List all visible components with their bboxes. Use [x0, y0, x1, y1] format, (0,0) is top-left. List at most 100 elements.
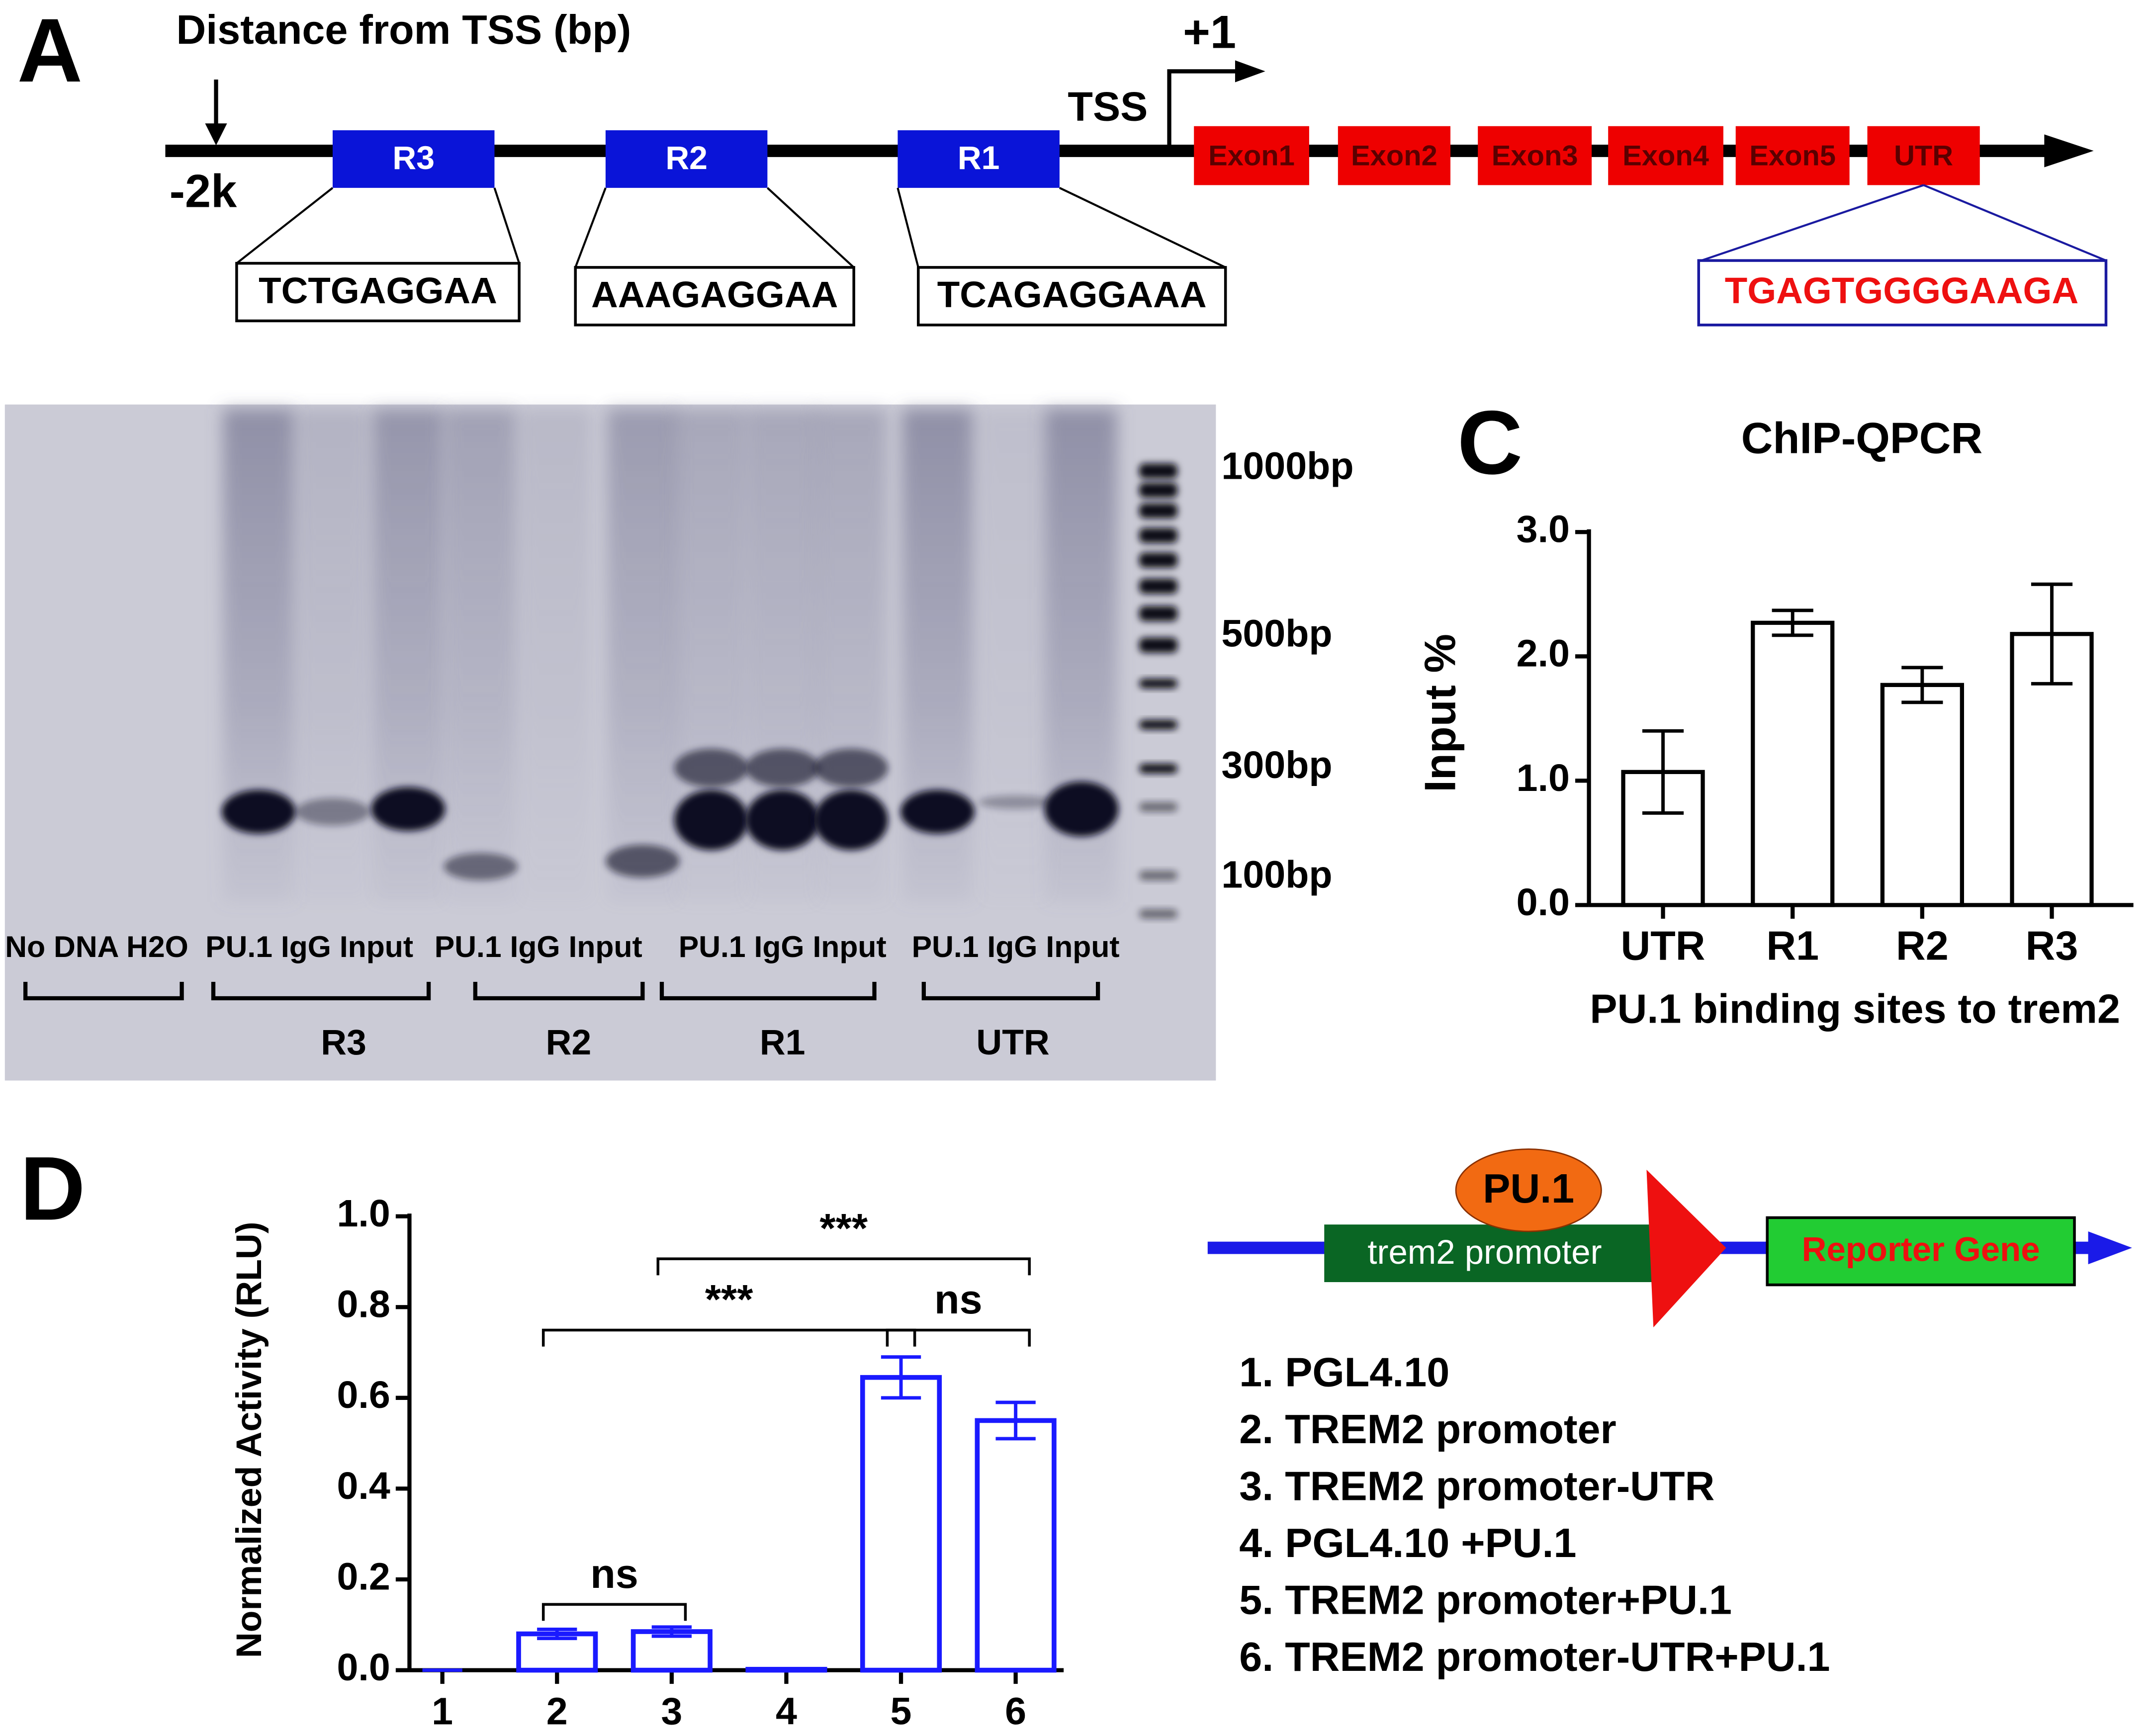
gel-band — [605, 845, 680, 878]
x-tick-label: 6 — [1005, 1690, 1026, 1733]
sequence-box — [917, 266, 1227, 327]
reporter-label: Reporter Gene — [1802, 1230, 2040, 1269]
error-bar — [881, 1355, 921, 1400]
lane-smear — [520, 408, 592, 902]
significance-bracket — [541, 1603, 687, 1621]
error-bar — [995, 1400, 1036, 1441]
gel-band — [295, 798, 370, 826]
exon-box — [1338, 126, 1451, 185]
ladder-band — [1139, 870, 1178, 880]
significance-label: ns — [934, 1276, 983, 1322]
lane-smear — [607, 408, 679, 902]
x-tick-label: 4 — [776, 1690, 797, 1733]
lane-bracket — [921, 981, 1100, 1001]
ladder-band — [1139, 802, 1178, 812]
ladder-band — [1139, 637, 1178, 653]
exon-box — [1867, 126, 1980, 185]
ladder-label: 1000bp — [1221, 445, 1353, 488]
x-tick-label: 5 — [891, 1690, 912, 1733]
region-label: R2 — [665, 140, 708, 176]
x-tick-label: 1 — [432, 1690, 453, 1733]
region-box — [897, 130, 1060, 188]
tss-label: TSS — [1068, 84, 1148, 130]
y-tick-label: 1.0 — [1517, 757, 1570, 799]
x-tick-label: R3 — [2026, 923, 2078, 969]
region-box — [605, 130, 768, 188]
significance-label: *** — [705, 1276, 753, 1322]
bar — [1880, 683, 1964, 907]
exon-box — [1608, 126, 1723, 185]
error-bar — [1642, 729, 1684, 815]
sequence-box — [235, 261, 521, 323]
factor-ellipse — [1455, 1148, 1602, 1232]
gel-band — [745, 789, 820, 851]
connector — [236, 187, 334, 264]
lane-smear — [297, 408, 368, 902]
construct-item: 4. PGL4.10 +PU.1 — [1239, 1520, 1576, 1566]
x-tick-label: UTR — [1621, 923, 1705, 969]
exon-label: UTR — [1894, 140, 1953, 172]
x-axis-label: PU.1 binding sites to trem2 — [1590, 985, 2120, 1032]
exon-label: Exon4 — [1622, 140, 1709, 172]
ladder-label: 100bp — [1221, 854, 1332, 896]
gel-band — [979, 795, 1053, 809]
lane-label: PU.1 IgG Input — [912, 930, 1120, 963]
axis-label: Distance from TSS (bp) — [177, 6, 631, 53]
error-bar — [651, 1625, 692, 1638]
lane-bracket — [659, 981, 877, 1001]
factor-label: PU.1 — [1483, 1165, 1574, 1212]
lane-label: PU.1 IgG Input — [205, 930, 413, 963]
y-tick-label: 0.0 — [337, 1646, 390, 1689]
x-tick-label: 2 — [546, 1690, 568, 1733]
gene-arrow-head — [2044, 134, 2094, 168]
y-tick-label: 0.8 — [337, 1283, 390, 1326]
reporter-box — [1766, 1216, 2076, 1287]
connector — [766, 187, 855, 268]
gel-band — [814, 789, 889, 851]
group-label: UTR — [976, 1023, 1049, 1062]
arrow-head — [205, 123, 227, 146]
sequence-box — [1697, 259, 2108, 327]
utr-sequence: TGAGTGGGGAAGA — [1725, 270, 2079, 311]
promoter-label: trem2 promoter — [1367, 1233, 1602, 1271]
lane-label: No DNA H2O — [5, 930, 188, 963]
significance-label: ns — [590, 1551, 638, 1597]
region-box — [333, 130, 495, 188]
sequence: AAAGAGGAA — [591, 274, 838, 315]
y-tick-label: 2.0 — [1517, 632, 1570, 675]
ladder-label: 500bp — [1221, 612, 1332, 655]
lane-bracket — [23, 981, 184, 1001]
exon-label: Exon5 — [1749, 140, 1836, 172]
region-label: R1 — [958, 140, 1000, 176]
region-label: R3 — [392, 140, 435, 176]
group-label: R1 — [760, 1023, 806, 1062]
chart-title: ChIP-QPCR — [1741, 413, 1982, 462]
lane-label: PU.1 IgG Input — [435, 930, 642, 963]
connector — [574, 187, 607, 268]
panel-label: A — [17, 0, 83, 101]
construct-item: 1. PGL4.10 — [1239, 1349, 1449, 1395]
bar — [860, 1375, 942, 1673]
exon-label: Exon1 — [1208, 140, 1295, 172]
exon-box — [1735, 126, 1850, 185]
gel-band — [1044, 781, 1119, 837]
exon-box — [1194, 126, 1309, 185]
lane-bracket — [473, 981, 645, 1001]
gel-band — [814, 749, 889, 787]
sequence: TCTGAGGAA — [259, 270, 497, 311]
lane-smear — [445, 408, 517, 902]
lane-label: PU.1 IgG Input — [679, 930, 887, 963]
gel-band — [900, 789, 975, 834]
arrow-triangle — [1646, 1169, 1726, 1328]
group-label: R2 — [546, 1023, 592, 1062]
connector — [1923, 184, 2107, 261]
vector-arrow-head — [2088, 1231, 2132, 1265]
y-tick-label: 0.4 — [337, 1465, 390, 1507]
ladder-band — [1139, 482, 1178, 498]
connector — [897, 187, 919, 268]
x-tick-label: 3 — [661, 1690, 682, 1733]
error-bar — [1901, 666, 1943, 704]
gel-band — [674, 749, 748, 787]
x-tick-label: R2 — [1896, 923, 1949, 969]
